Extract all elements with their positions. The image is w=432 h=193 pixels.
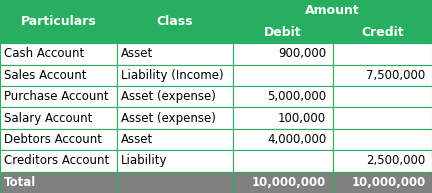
Text: 10,000,000: 10,000,000 <box>252 176 326 189</box>
Text: Salary Account: Salary Account <box>4 112 93 125</box>
FancyBboxPatch shape <box>0 86 117 107</box>
FancyBboxPatch shape <box>233 150 333 172</box>
FancyBboxPatch shape <box>233 107 333 129</box>
FancyBboxPatch shape <box>117 129 233 150</box>
FancyBboxPatch shape <box>233 22 333 43</box>
FancyBboxPatch shape <box>233 129 333 150</box>
FancyBboxPatch shape <box>233 172 333 193</box>
Text: 5,000,000: 5,000,000 <box>267 90 326 103</box>
FancyBboxPatch shape <box>333 129 432 150</box>
Text: 4,000,000: 4,000,000 <box>267 133 326 146</box>
Text: 900,000: 900,000 <box>278 47 326 60</box>
Text: Cash Account: Cash Account <box>4 47 85 60</box>
FancyBboxPatch shape <box>233 86 333 107</box>
Text: Debtors Account: Debtors Account <box>4 133 102 146</box>
FancyBboxPatch shape <box>117 0 233 43</box>
FancyBboxPatch shape <box>233 0 432 22</box>
FancyBboxPatch shape <box>117 65 233 86</box>
FancyBboxPatch shape <box>117 86 233 107</box>
Text: Amount: Amount <box>305 4 360 17</box>
FancyBboxPatch shape <box>0 172 117 193</box>
Text: Purchase Account: Purchase Account <box>4 90 109 103</box>
Text: Particulars: Particulars <box>20 15 96 28</box>
Text: Class: Class <box>157 15 193 28</box>
FancyBboxPatch shape <box>0 43 117 65</box>
FancyBboxPatch shape <box>333 150 432 172</box>
FancyBboxPatch shape <box>333 172 432 193</box>
Text: 100,000: 100,000 <box>278 112 326 125</box>
FancyBboxPatch shape <box>0 150 117 172</box>
FancyBboxPatch shape <box>333 107 432 129</box>
Text: Sales Account: Sales Account <box>4 69 87 82</box>
Text: Asset: Asset <box>121 47 153 60</box>
FancyBboxPatch shape <box>233 43 333 65</box>
FancyBboxPatch shape <box>0 65 117 86</box>
Text: Liability: Liability <box>121 154 168 167</box>
Text: 2,500,000: 2,500,000 <box>366 154 426 167</box>
Text: Debit: Debit <box>264 26 302 39</box>
Text: Credit: Credit <box>361 26 403 39</box>
Text: Asset (expense): Asset (expense) <box>121 90 216 103</box>
FancyBboxPatch shape <box>233 65 333 86</box>
FancyBboxPatch shape <box>333 65 432 86</box>
FancyBboxPatch shape <box>117 43 233 65</box>
FancyBboxPatch shape <box>117 107 233 129</box>
FancyBboxPatch shape <box>0 129 117 150</box>
Text: Total: Total <box>4 176 37 189</box>
FancyBboxPatch shape <box>0 107 117 129</box>
FancyBboxPatch shape <box>0 0 117 43</box>
Text: Asset (expense): Asset (expense) <box>121 112 216 125</box>
FancyBboxPatch shape <box>117 150 233 172</box>
Text: 10,000,000: 10,000,000 <box>351 176 426 189</box>
Text: Liability (Income): Liability (Income) <box>121 69 224 82</box>
FancyBboxPatch shape <box>333 86 432 107</box>
Text: 7,500,000: 7,500,000 <box>366 69 426 82</box>
FancyBboxPatch shape <box>333 22 432 43</box>
FancyBboxPatch shape <box>333 43 432 65</box>
Text: Asset: Asset <box>121 133 153 146</box>
FancyBboxPatch shape <box>117 172 233 193</box>
Text: Creditors Account: Creditors Account <box>4 154 110 167</box>
